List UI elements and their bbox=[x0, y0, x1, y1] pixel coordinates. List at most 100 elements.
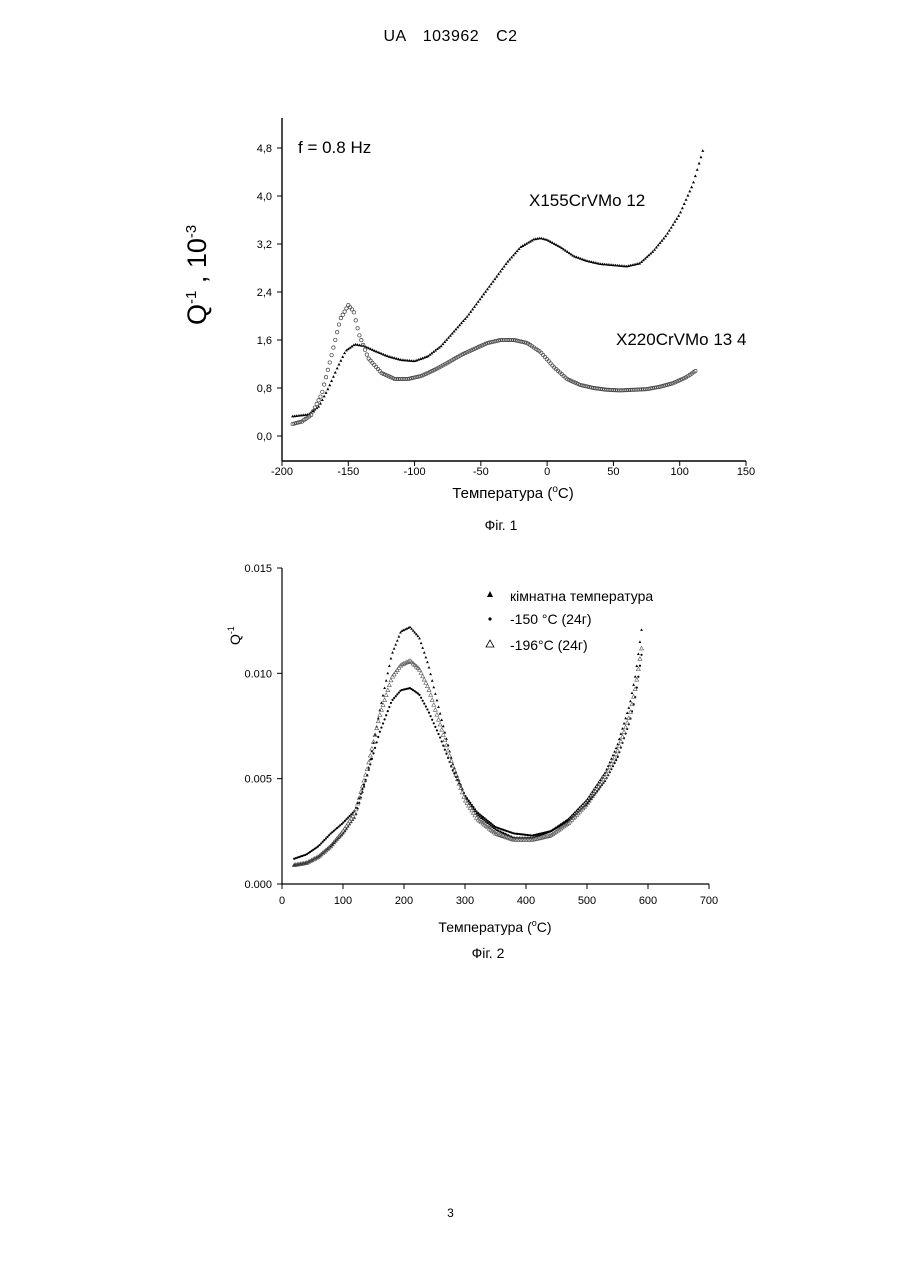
data-point bbox=[336, 367, 339, 370]
legend-marker-dot-icon bbox=[488, 617, 491, 620]
data-point bbox=[367, 357, 370, 360]
data-point bbox=[635, 678, 639, 682]
x-tick-label: -100 bbox=[404, 466, 426, 478]
fig1-caption: Фіг. 1 bbox=[485, 517, 518, 533]
data-point bbox=[315, 402, 318, 405]
data-point bbox=[391, 699, 393, 701]
data-point bbox=[677, 214, 680, 217]
data-point bbox=[503, 265, 506, 268]
data-point bbox=[484, 290, 487, 293]
data-point bbox=[334, 338, 337, 341]
data-point bbox=[378, 713, 382, 717]
data-point bbox=[423, 651, 426, 654]
data-point bbox=[342, 821, 344, 823]
x-tick-label: -200 bbox=[271, 466, 293, 478]
data-point bbox=[616, 749, 620, 753]
data-point bbox=[369, 359, 372, 362]
data-point bbox=[439, 712, 442, 715]
data-point bbox=[374, 747, 376, 749]
data-point bbox=[348, 306, 351, 309]
data-point bbox=[688, 190, 691, 193]
data-point bbox=[374, 365, 377, 368]
data-point bbox=[477, 300, 480, 303]
data-point bbox=[391, 651, 394, 654]
data-point bbox=[386, 688, 390, 692]
data-point bbox=[379, 731, 381, 733]
data-point bbox=[434, 726, 436, 728]
data-point bbox=[440, 718, 443, 721]
y-tick-label: 0,8 bbox=[257, 383, 272, 395]
data-point bbox=[433, 708, 437, 712]
data-point bbox=[615, 747, 618, 750]
data-point bbox=[664, 234, 667, 237]
data-point bbox=[376, 741, 378, 743]
fig1-x-axis-ticks: -200-150-100-50050100150 bbox=[271, 461, 755, 478]
data-point bbox=[699, 156, 702, 159]
data-point bbox=[497, 272, 500, 275]
data-point bbox=[479, 298, 482, 301]
data-point bbox=[428, 712, 430, 714]
data-point bbox=[632, 683, 635, 686]
data-point bbox=[449, 759, 453, 763]
data-point bbox=[492, 280, 495, 283]
data-point bbox=[365, 353, 368, 356]
data-point bbox=[430, 698, 434, 702]
data-point bbox=[345, 818, 347, 820]
data-point bbox=[361, 788, 363, 790]
data-point bbox=[438, 722, 442, 726]
data-point bbox=[690, 186, 693, 189]
data-point bbox=[387, 683, 391, 687]
data-point bbox=[440, 728, 444, 732]
data-point bbox=[634, 675, 637, 678]
data-point bbox=[638, 657, 642, 661]
data-point bbox=[388, 706, 390, 708]
data-point bbox=[321, 398, 324, 401]
x-tick-label: 50 bbox=[607, 466, 619, 478]
x-tick-label: 100 bbox=[334, 895, 352, 907]
x-tick-label: 300 bbox=[456, 895, 474, 907]
data-point bbox=[624, 717, 627, 720]
data-point bbox=[319, 395, 322, 398]
series-3 bbox=[292, 646, 643, 866]
x-tick-label: 500 bbox=[578, 895, 596, 907]
data-point bbox=[339, 359, 342, 362]
y-tick-label: 4,0 bbox=[257, 191, 272, 203]
x-tick-label: -50 bbox=[473, 466, 489, 478]
data-point bbox=[625, 721, 629, 725]
data-point bbox=[434, 692, 437, 695]
data-point bbox=[679, 211, 682, 214]
fig2-x-axis-label: Температура (oC) bbox=[438, 918, 551, 935]
data-point bbox=[495, 275, 498, 278]
x-tick-label: -150 bbox=[337, 466, 359, 478]
data-point bbox=[326, 388, 329, 391]
data-point bbox=[437, 718, 441, 722]
data-point bbox=[326, 836, 328, 838]
data-point bbox=[467, 313, 470, 316]
data-point bbox=[326, 368, 329, 371]
data-point bbox=[425, 705, 427, 707]
data-point bbox=[432, 703, 436, 707]
data-point bbox=[377, 736, 379, 738]
data-point bbox=[397, 635, 400, 638]
data-point bbox=[398, 691, 400, 693]
data-point bbox=[429, 693, 433, 697]
data-point bbox=[681, 207, 684, 210]
series-1 bbox=[291, 149, 704, 417]
data-point bbox=[637, 652, 640, 655]
data-point bbox=[387, 710, 389, 712]
data-point bbox=[347, 816, 349, 818]
data-point bbox=[621, 735, 625, 739]
data-point bbox=[395, 695, 397, 697]
data-point bbox=[356, 327, 359, 330]
fig2-caption: Фіг. 2 bbox=[472, 945, 505, 961]
data-point bbox=[505, 262, 508, 265]
data-point bbox=[328, 834, 330, 836]
legend-marker-open-triangle-icon bbox=[486, 640, 494, 647]
data-point bbox=[629, 700, 632, 703]
series-2 bbox=[293, 654, 643, 860]
data-point bbox=[390, 702, 392, 704]
data-point bbox=[435, 713, 439, 717]
fig1-series-label-1: X155CrVMo 12 bbox=[529, 191, 645, 210]
fig2-y-axis-ticks: 0.0000.0050.0100.015 bbox=[244, 563, 282, 891]
legend-marker-filled-triangle-icon bbox=[487, 591, 493, 597]
